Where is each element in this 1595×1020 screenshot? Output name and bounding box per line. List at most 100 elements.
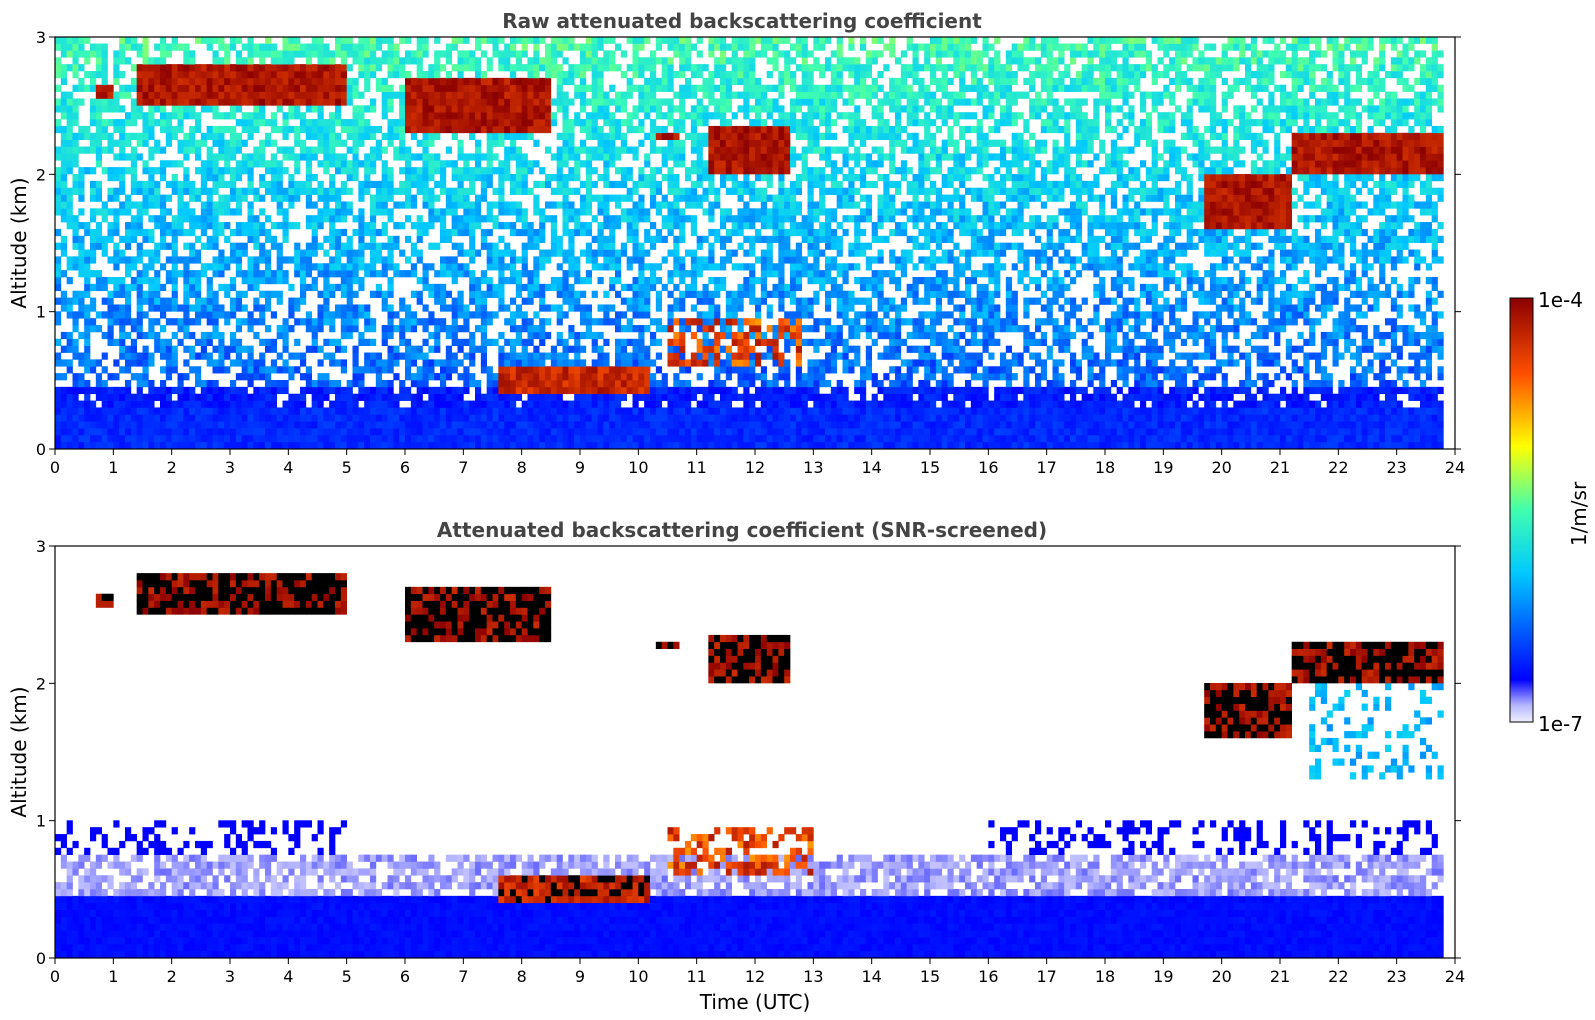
heatmap-cell [493,401,499,408]
heatmap-cell [131,181,137,188]
heatmap-cell [230,71,236,78]
heatmap-cell [195,373,201,380]
heatmap-cell [125,243,131,250]
heatmap-cell [67,64,73,71]
heatmap-cell [90,208,96,215]
heatmap-cell [475,126,481,133]
heatmap-cell [627,263,633,270]
heatmap-cell [364,263,370,270]
heatmap-cell [487,85,493,92]
heatmap-cell [259,401,265,408]
heatmap-cell [172,92,178,99]
heatmap-cell [411,291,417,298]
heatmap-cell [411,153,417,160]
heatmap-cell [154,201,160,208]
heatmap-cell [131,353,137,360]
heatmap-cell [183,421,189,428]
heatmap-cell [382,181,388,188]
heatmap-cell [568,243,574,250]
heatmap-cell [388,50,394,57]
heatmap-cell [463,50,469,57]
heatmap-cell [393,126,399,133]
heatmap-cell [533,57,539,64]
heatmap-cell [78,78,84,85]
heatmap-cell [708,387,714,394]
heatmap-cell [533,380,539,387]
heatmap-cell [708,291,714,298]
heatmap-cell [125,318,131,325]
heatmap-cell [679,435,685,442]
heatmap-cell [341,98,347,105]
heatmap-cell [545,181,551,188]
heatmap-cell [90,215,96,222]
heatmap-cell [609,126,615,133]
heatmap-cell [615,98,621,105]
heatmap-cell [329,270,335,277]
heatmap-cell [218,112,224,119]
heatmap-cell [323,311,329,318]
heatmap-cell [638,256,644,263]
heatmap-cell [300,442,306,449]
heatmap-cell [720,215,726,222]
heatmap-cell [154,291,160,298]
heatmap-cell [224,291,230,298]
heatmap-cell [493,394,499,401]
heatmap-cell [504,222,510,229]
heatmap-cell [329,153,335,160]
heatmap-cell [615,167,621,174]
heatmap-cell [586,243,592,250]
heatmap-cell [493,140,499,147]
heatmap-cell [154,215,160,222]
heatmap-cell [446,236,452,243]
heatmap-cell [382,428,388,435]
heatmap-cell [178,126,184,133]
heatmap-cell [720,401,726,408]
heatmap-cell [347,236,353,243]
heatmap-cell [213,318,219,325]
heatmap-cell [469,112,475,119]
heatmap-cell [370,64,376,71]
heatmap-cell [691,140,697,147]
heatmap-cell [685,201,691,208]
heatmap-cell [218,263,224,270]
heatmap-cell [697,167,703,174]
heatmap-cell [656,421,662,428]
heatmap-cell [218,208,224,215]
heatmap-cell [644,373,650,380]
heatmap-cell [353,407,359,414]
heatmap-cell [271,428,277,435]
heatmap-cell [545,401,551,408]
heatmap-cell [78,98,84,105]
heatmap-cell [376,147,382,154]
heatmap-cell [428,153,434,160]
heatmap-cell [166,160,172,167]
heatmap-cell [294,243,300,250]
heatmap-cell [656,208,662,215]
heatmap-cell [84,428,90,435]
heatmap-cell [195,215,201,222]
heatmap-cell [726,126,732,133]
heatmap-cell [697,112,703,119]
heatmap-cell [102,421,108,428]
heatmap-cell [224,98,230,105]
heatmap-cell [399,147,405,154]
heatmap-cell [469,208,475,215]
heatmap-cell [137,105,143,112]
heatmap-cell [67,44,73,51]
heatmap-cell [668,304,674,311]
heatmap-cell [67,435,73,442]
heatmap-cell [160,339,166,346]
heatmap-cell [341,201,347,208]
heatmap-cell [685,318,691,325]
heatmap-cell [388,284,394,291]
heatmap-cell [458,174,464,181]
heatmap-cell [399,435,405,442]
heatmap-cell [358,421,364,428]
heatmap-cell [347,298,353,305]
heatmap-cell [691,332,697,339]
heatmap-cell [720,284,726,291]
heatmap-cell [673,126,679,133]
heatmap-cell [516,50,522,57]
heatmap-cell [265,339,271,346]
heatmap-cell [364,64,370,71]
